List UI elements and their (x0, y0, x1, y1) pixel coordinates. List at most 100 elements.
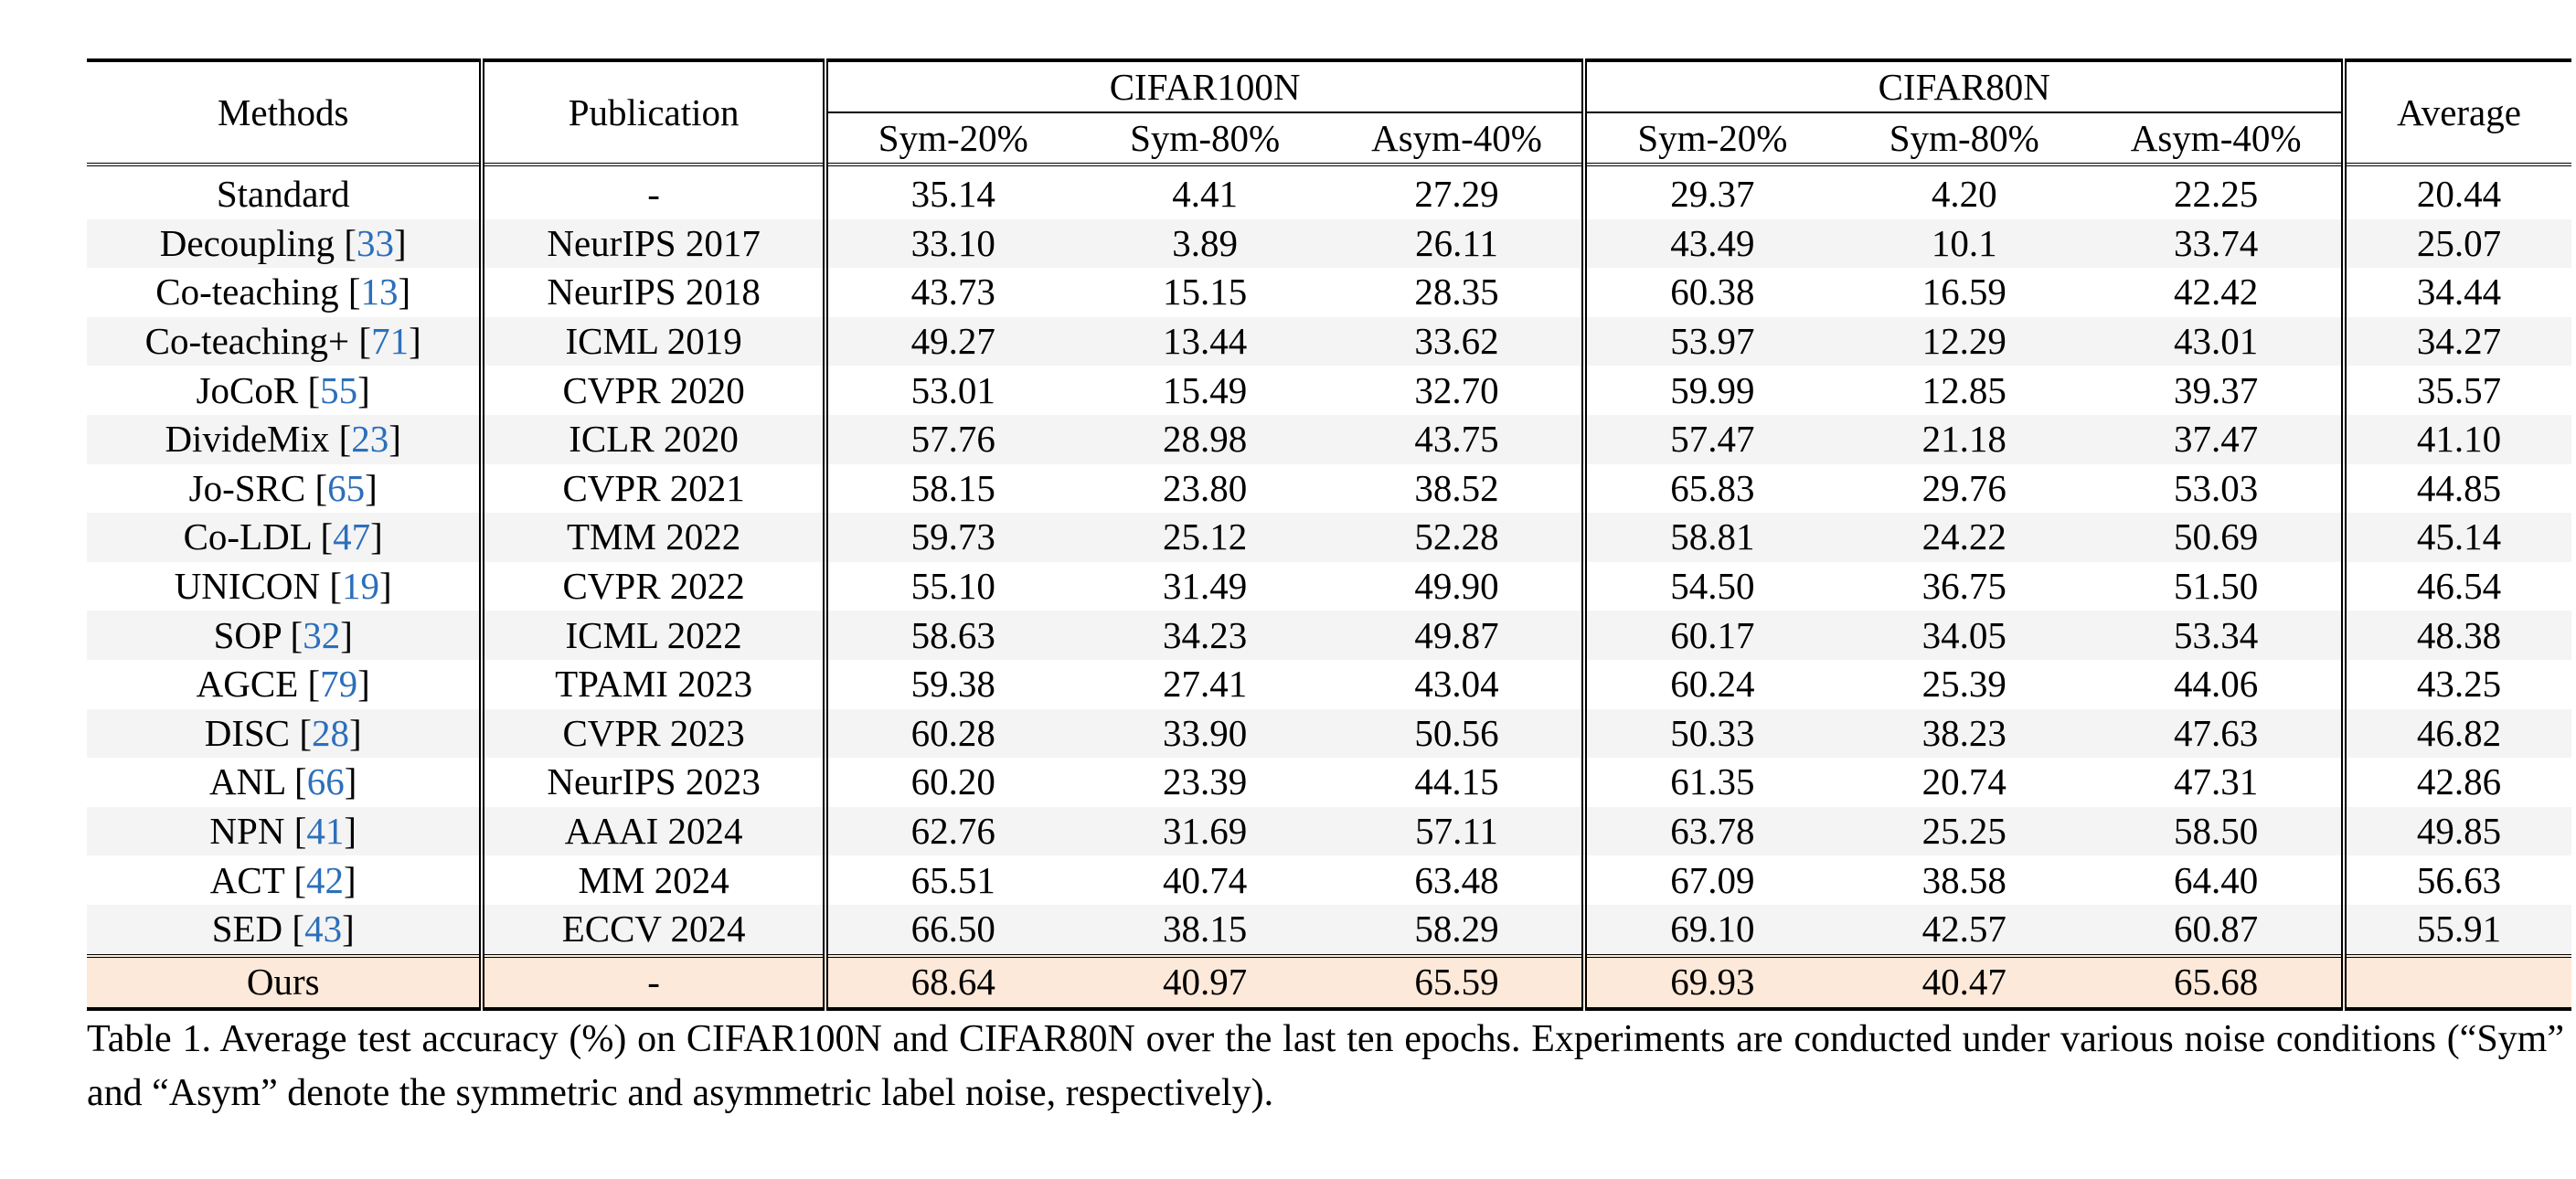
citation-link[interactable]: 28 (312, 711, 350, 754)
method-cell: Co-LDL [47] (87, 513, 483, 562)
publication-cell: TPAMI 2023 (479, 659, 825, 709)
method-cell: ACT [42] (209, 858, 357, 901)
subheader: Asym-40% (1371, 116, 1542, 159)
value-cell: 50.33 (1581, 708, 1838, 759)
average-cell: 49.85 (2341, 806, 2571, 856)
publication-cell: NeurIPS 2023 (479, 758, 825, 807)
value-cell: 59.38 (822, 659, 1079, 709)
table-row: UNICON [19] CVPR 2022 55.10 31.49 49.90 54.50… (87, 561, 2571, 611)
value-cell: 27.41 (1163, 663, 1248, 706)
average-cell: 48.38 (2341, 611, 2571, 660)
value-cell: 60.17 (1581, 611, 1838, 660)
value-cell: 25.25 (1837, 806, 2092, 856)
value-cell: 52.28 (1331, 513, 1585, 562)
ours-method: Ours (87, 953, 483, 1011)
subheader: Asym-40% (2130, 116, 2302, 159)
citation-link[interactable]: 66 (306, 760, 345, 803)
value-cell: 43.04 (1414, 663, 1499, 706)
value-cell: 57.11 (1331, 806, 1585, 856)
method-name: AGCE (196, 663, 299, 706)
publication-cell: ICLR 2020 (479, 414, 825, 464)
table-row: NPN [41] AAAI 2024 62.76 31.69 57.11 63.78 25.… (87, 806, 2571, 856)
average-cell: 44.85 (2341, 463, 2571, 514)
value-cell: 38.15 (1078, 904, 1332, 956)
value-cell: 58.15 (822, 463, 1079, 514)
value-cell: 53.34 (2091, 611, 2345, 660)
citation-link[interactable]: 19 (342, 565, 380, 608)
value-cell: 35.14 (822, 163, 1079, 219)
citation-link[interactable]: 42 (305, 858, 344, 901)
value-cell: 38.52 (1414, 466, 1499, 509)
average-cell: 25.07 (2341, 218, 2571, 269)
table-row: AGCE [79] TPAMI 2023 59.38 27.41 43.04 60.24 2… (87, 659, 2571, 709)
value-cell: 47.63 (2091, 708, 2345, 759)
citation-link[interactable]: 55 (320, 368, 358, 411)
citation-link[interactable]: 41 (306, 810, 345, 853)
average-cell: 45.14 (2341, 513, 2571, 562)
method-cell: Jo-SRC [65] (188, 466, 378, 509)
citation-link[interactable]: 32 (303, 613, 341, 656)
value-cell: 65.51 (822, 855, 1079, 905)
value-cell: 33.62 (1331, 316, 1585, 366)
publication-cell: CVPR 2021 (479, 463, 825, 514)
value-cell: 3.89 (1078, 218, 1332, 269)
table-row: ANL [66] NeurIPS 2023 60.20 23.39 44.15 61.35… (87, 758, 2571, 807)
citation-link[interactable]: 71 (371, 320, 410, 363)
citation-link[interactable]: 79 (320, 663, 358, 706)
method-cell: DivideMix [23] (87, 414, 483, 464)
subheader: Sym-20% (1581, 112, 1838, 165)
method-name: JoCoR (196, 368, 299, 411)
publication-cell: TMM 2022 (479, 513, 825, 562)
publication-cell: - (479, 163, 825, 219)
value-cell: 28.35 (1414, 271, 1499, 313)
value-cell: 65.83 (1581, 463, 1838, 514)
value-cell: 23.39 (1163, 760, 1248, 803)
table-caption: Table 1. Average test accuracy (%) on CI… (87, 1018, 2564, 1114)
value-cell: 60.20 (822, 758, 1079, 807)
method-name: ANL (209, 760, 285, 803)
average-cell: 34.44 (2341, 268, 2571, 317)
value-cell: 59.73 (822, 513, 1079, 562)
method-name: Decoupling (159, 221, 335, 264)
method-name: NPN (209, 810, 285, 853)
value-cell: 37.47 (2091, 414, 2345, 464)
value-cell: 4.41 (1078, 163, 1332, 219)
table-row: Co-teaching+ [71] ICML 2019 49.27 13.44 33.6… (87, 316, 2571, 366)
value-cell: 40.74 (1163, 858, 1248, 901)
value-cell: 61.35 (1581, 758, 1838, 807)
method-cell: NPN [41] (87, 806, 483, 856)
table-row: Co-teaching [13] NeurIPS 2018 43.73 15.15 28… (87, 268, 2571, 317)
value-cell: 43.75 (1331, 414, 1585, 464)
publication-cell: CVPR 2022 (479, 561, 825, 611)
value-cell: 43.01 (2091, 316, 2345, 366)
header-row-2: Sym-20% Sym-80% Asym-40% Sym-20% Sym-80%… (87, 112, 2571, 165)
value-cell: 12.85 (1921, 368, 2007, 411)
value-cell: 31.49 (1163, 565, 1248, 608)
value-cell: 29.76 (1921, 466, 2007, 509)
value-cell: 53.97 (1581, 316, 1838, 366)
method-cell: AGCE [79] (196, 663, 370, 706)
method-cell: Co-teaching+ [71] (87, 316, 483, 366)
table-row: ACT [42] MM 2024 65.51 40.74 63.48 67.09 38.58… (87, 855, 2571, 905)
value-cell: 25.39 (1921, 663, 2007, 706)
citation-link[interactable]: 43 (304, 908, 343, 951)
value-cell: 36.75 (1921, 565, 2007, 608)
citation-link[interactable]: 33 (356, 221, 394, 264)
ours-value: 68.64 (822, 953, 1079, 1011)
value-cell: 67.09 (1581, 855, 1838, 905)
citation-link[interactable]: 23 (351, 418, 389, 461)
citation-link[interactable]: 47 (333, 515, 371, 558)
method-name: Co-teaching+ (144, 320, 350, 363)
value-cell: 58.29 (1331, 904, 1585, 956)
publication-cell: CVPR 2020 (479, 366, 825, 415)
publication-cell: CVPR 2023 (479, 708, 825, 759)
value-cell: 66.50 (822, 904, 1079, 956)
header-average: Average (2341, 58, 2571, 165)
citation-link[interactable]: 13 (360, 271, 399, 313)
citation-link[interactable]: 65 (327, 466, 366, 509)
method-name: SED (211, 908, 283, 951)
ours-value: 40.47 (1837, 953, 2092, 1011)
publication-cell: AAAI 2024 (479, 806, 825, 856)
value-cell: 32.70 (1414, 368, 1499, 411)
value-cell: 69.10 (1581, 904, 1838, 956)
